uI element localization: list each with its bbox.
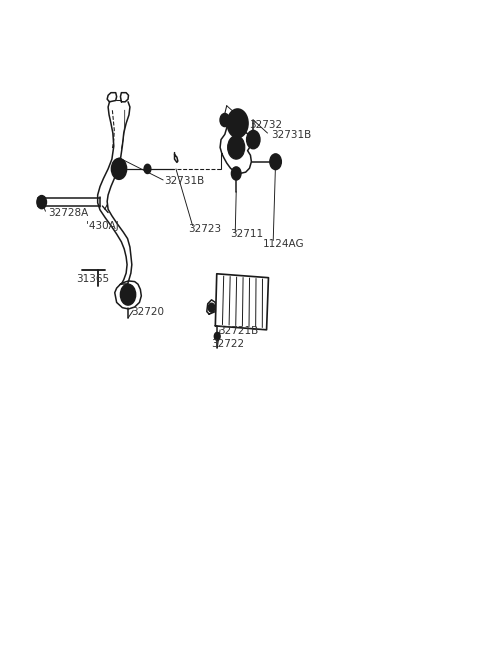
Circle shape [235,120,240,127]
Text: 32731B: 32731B [164,177,204,187]
Text: 32732: 32732 [250,120,283,130]
Circle shape [126,291,131,298]
Text: '430AJ: '430AJ [86,221,119,231]
Text: 1124AG: 1124AG [263,239,304,249]
Circle shape [215,332,220,340]
Circle shape [251,136,256,143]
Circle shape [270,154,281,170]
Circle shape [144,164,151,173]
Polygon shape [207,300,216,314]
Circle shape [220,114,229,127]
Circle shape [247,131,260,148]
Text: 32711: 32711 [230,229,264,238]
Polygon shape [97,102,132,284]
Circle shape [120,284,136,305]
Text: 31365: 31365 [76,274,109,284]
Circle shape [115,164,123,174]
Circle shape [111,158,127,179]
Circle shape [40,200,43,204]
Text: 32731B: 32731B [271,129,311,139]
Polygon shape [220,118,252,173]
Polygon shape [216,274,268,330]
Circle shape [208,303,215,312]
Circle shape [228,136,245,159]
Polygon shape [115,281,141,309]
Circle shape [37,196,47,209]
Circle shape [231,167,241,180]
Polygon shape [120,93,129,102]
Polygon shape [107,93,117,102]
Text: 32723: 32723 [188,224,221,234]
Text: 32721B: 32721B [219,327,259,336]
Circle shape [227,109,248,137]
Text: 32722: 32722 [212,340,245,350]
Text: 32728A: 32728A [48,208,88,217]
Circle shape [274,159,277,164]
Text: 32720: 32720 [131,307,164,317]
